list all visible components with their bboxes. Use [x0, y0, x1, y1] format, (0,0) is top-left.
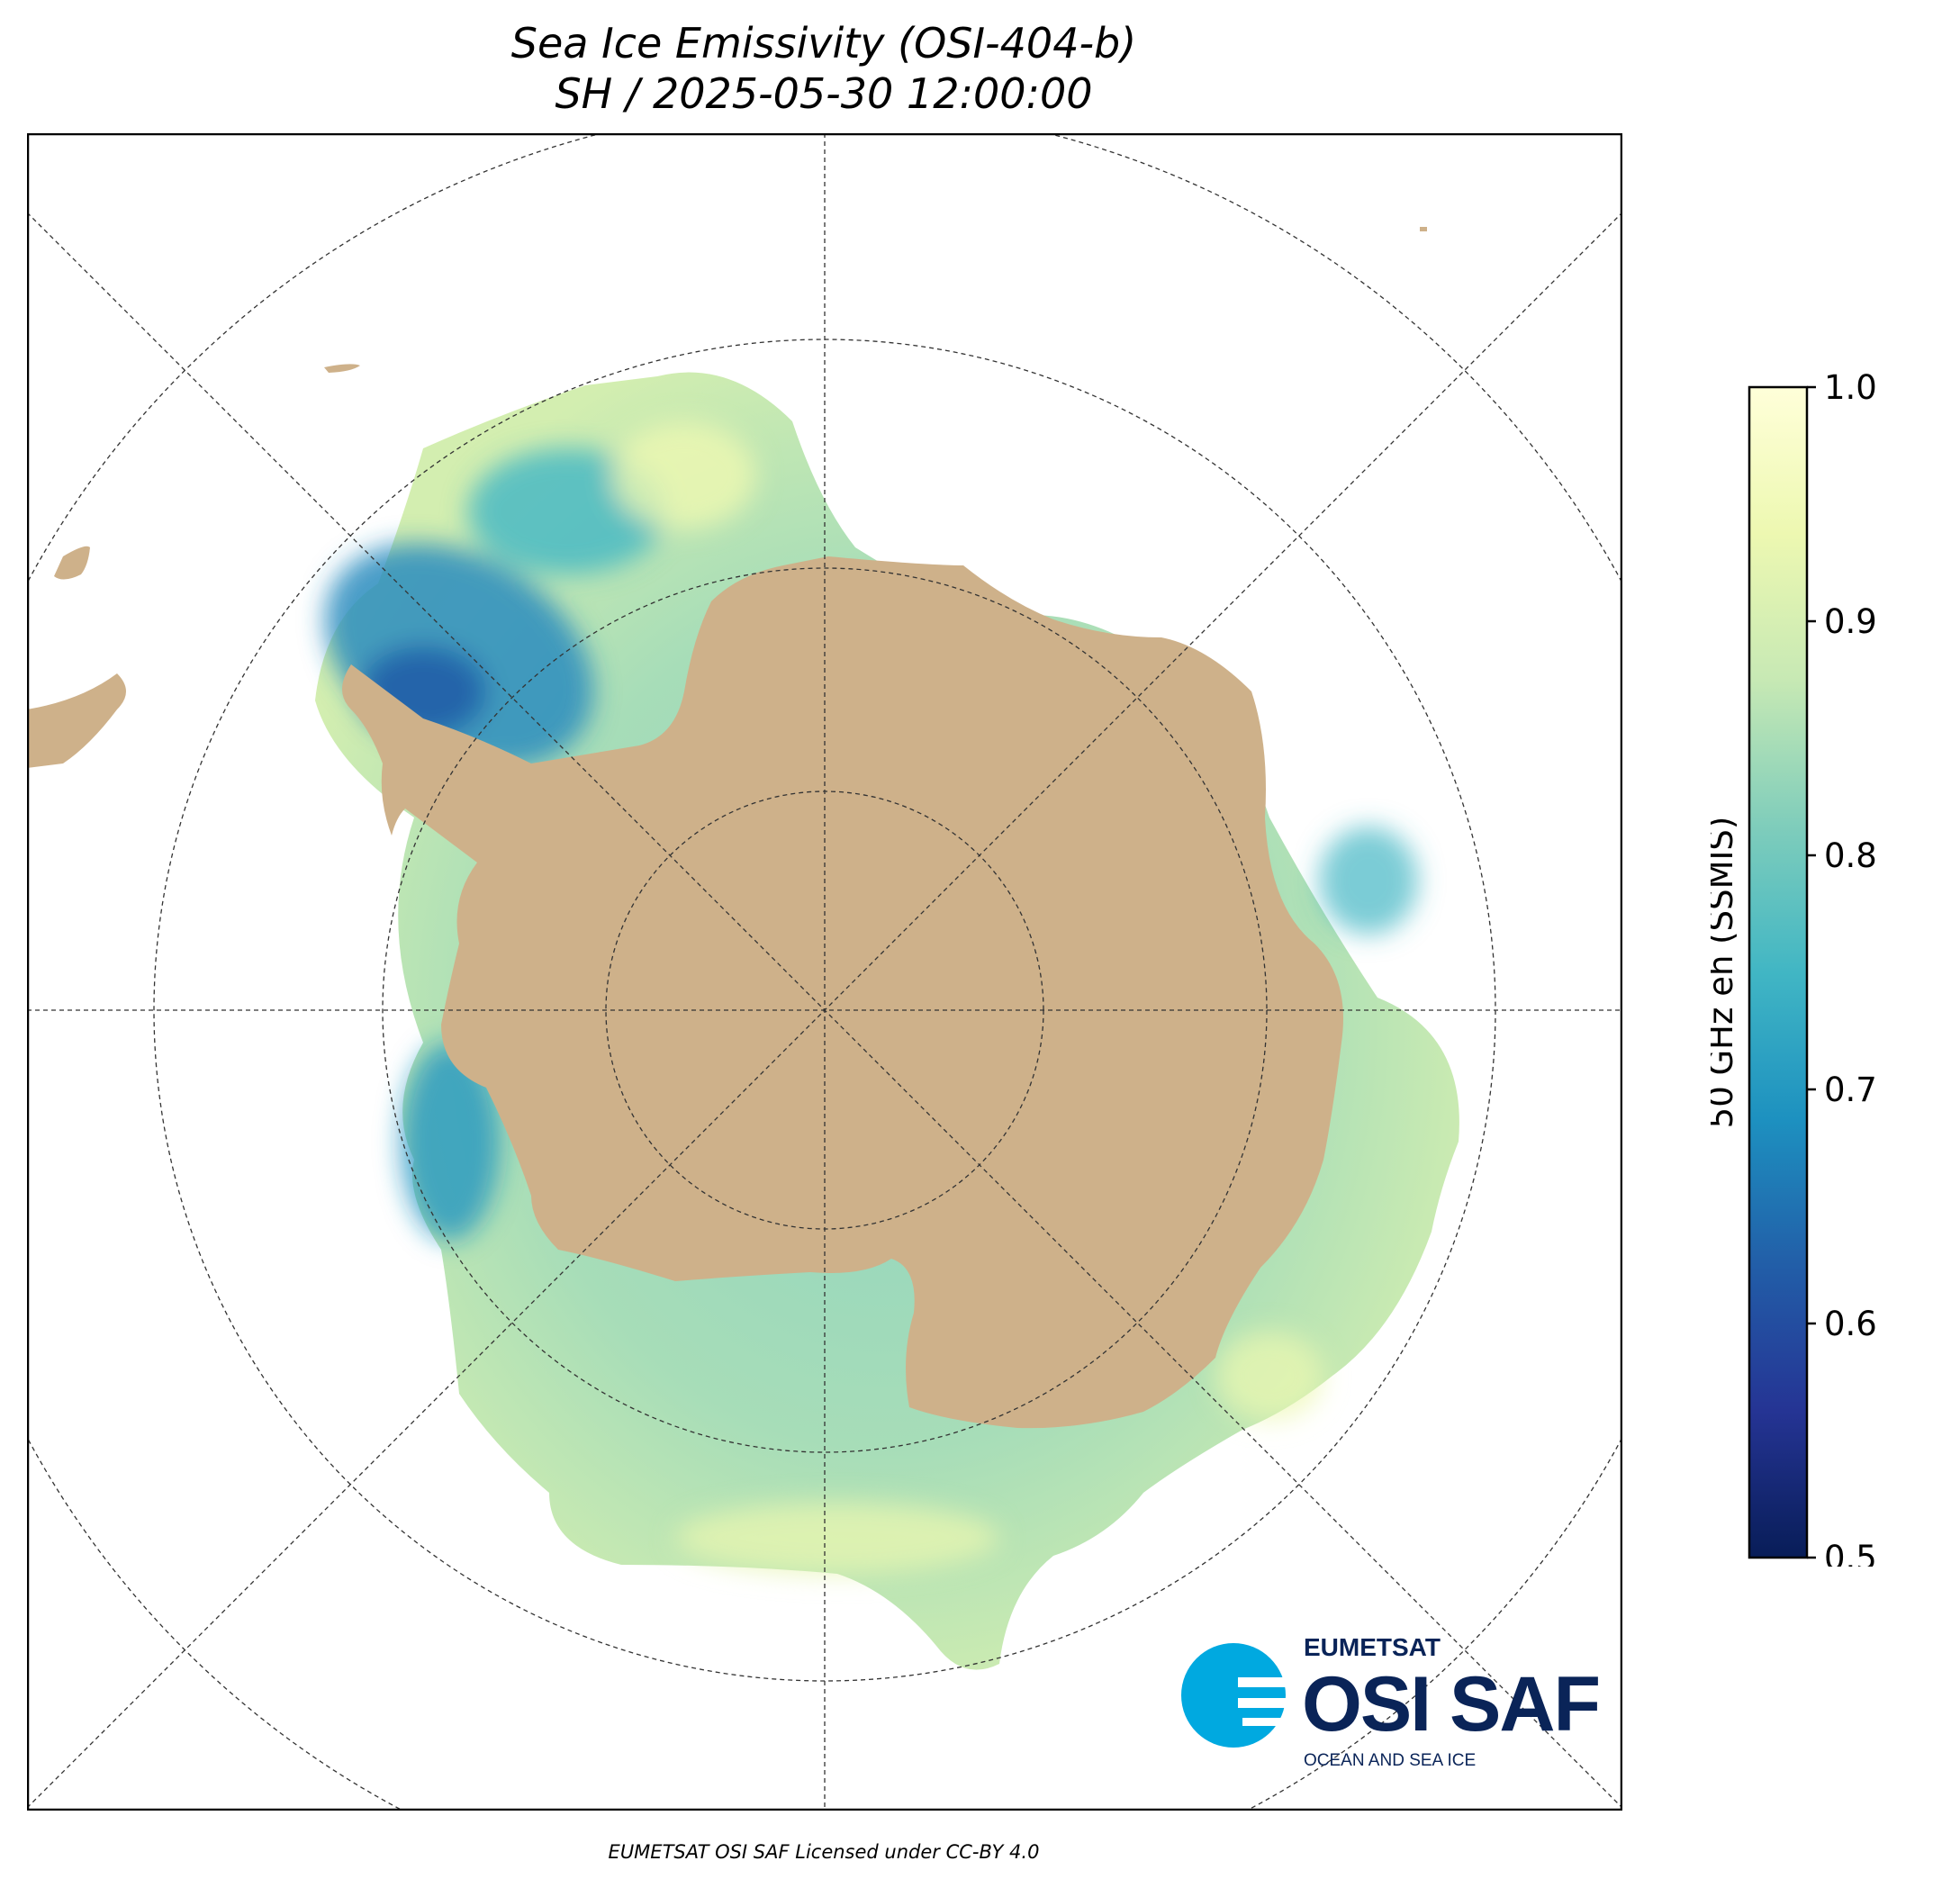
chart-title-line1: Sea Ice Emissivity (OSI-404-b) [510, 19, 1137, 68]
colorbar-tick-label: 0.7 [1824, 1070, 1877, 1109]
logo-org: EUMETSAT [1304, 1633, 1441, 1661]
colorbar-tick-label: 1.0 [1824, 368, 1877, 407]
island-west [54, 546, 90, 580]
island-south-georgia [324, 364, 360, 373]
island-small-ne [1420, 227, 1427, 231]
colorbar-gradient [1748, 385, 1809, 1559]
meridian-135 [27, 212, 1622, 1809]
colorbar-tick-label: 0.6 [1824, 1305, 1877, 1343]
high-emissivity-south [675, 1502, 999, 1574]
colorbar-tick-label: 0.5 [1824, 1539, 1877, 1567]
low-emissivity-east [1319, 827, 1418, 935]
chart-title-line2: SH / 2025-05-30 12:00:00 [555, 69, 1093, 118]
colorbar-tick-label: 0.9 [1824, 602, 1877, 641]
logo-tagline: OCEAN AND SEA ICE [1304, 1751, 1476, 1770]
island-southamerica-tip [27, 673, 126, 768]
logo-emblem-icon [1181, 1643, 1286, 1748]
license-credit: EUMETSAT OSI SAF Licensed under CC-BY 4.… [608, 1841, 1040, 1863]
colorbar-tick-label: 0.8 [1824, 836, 1877, 875]
polar-map: EUMETSAT OSI SAF OCEAN AND SEA ICE [27, 133, 1622, 1811]
osi-saf-logo: EUMETSAT OSI SAF OCEAN AND SEA ICE [1181, 1633, 1601, 1770]
map-frame [27, 133, 1622, 1811]
high-emissivity-southeast [1215, 1331, 1323, 1421]
low-emissivity-ross [401, 1043, 500, 1241]
graticule [27, 133, 1622, 1811]
colorbar-label: 50 GHz eh (SSMIS) [1711, 817, 1740, 1129]
logo-name: OSI SAF [1302, 1661, 1599, 1748]
colorbar: 1.0 0.9 0.8 0.7 0.6 0.5 50 GHz eh (SSMIS… [1711, 368, 1877, 1567]
high-emissivity-north [612, 421, 756, 529]
